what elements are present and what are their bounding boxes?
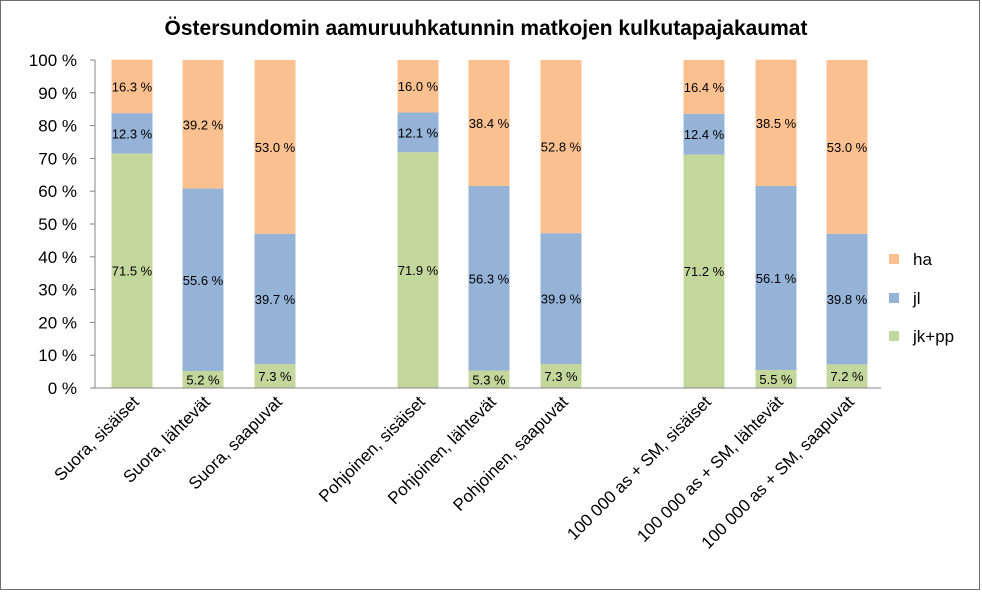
y-tick-label: 90 % [38,84,77,103]
data-label: 7.3 % [544,369,578,384]
x-category-label: 100 000 as + SM, saapuvat [698,392,858,552]
data-label: 71.2 % [684,264,725,279]
data-label: 55.6 % [183,273,224,288]
bar-segment-jl [683,113,725,155]
legend-label: jl [912,289,921,308]
data-label: 56.3 % [469,271,510,286]
y-tick-label: 50 % [38,215,77,234]
bar-segment-jkpp [397,152,439,388]
bar-segment-ha [111,59,153,114]
legend-label: ha [913,250,932,269]
data-label: 39.7 % [255,292,296,307]
data-label: 39.8 % [827,292,868,307]
y-tick-label: 40 % [38,248,77,267]
bar-segment-ha [468,60,510,186]
bar-segment-jkpp [111,153,153,388]
bar-segment-jkpp [683,154,725,388]
x-category-label: 100 000 as + SM, sisäiset [563,392,715,544]
data-label: 7.3 % [258,369,292,384]
bar-segment-ha [182,60,224,189]
x-category-label: 100 000 as + SM, lähtevät [633,392,787,546]
bar-segment-jl [111,113,153,154]
bar-segment-jkpp [540,364,582,388]
bar-segment-jl [254,233,296,365]
data-label: 56.1 % [756,271,797,286]
legend-label: jk+pp [912,327,954,346]
bar-segment-jl [397,112,439,153]
y-tick-label: 10 % [38,346,77,365]
data-label: 16.4 % [684,80,725,95]
data-label: 52.8 % [541,140,582,155]
bar-segment-jl [182,188,224,371]
chart-title: Östersundomin aamuruuhkatunnin matkojen … [164,17,808,40]
y-tick-label: 70 % [38,149,77,168]
bar-segment-jl [540,233,582,365]
data-label: 16.0 % [398,79,439,94]
bar-segment-jkpp [755,369,797,388]
bar-segment-jkpp [182,370,224,388]
bar-segment-ha [254,60,296,234]
data-label: 5.2 % [186,372,220,387]
data-label: 16.3 % [112,79,153,94]
data-label: 38.4 % [469,116,510,131]
y-tick-label: 20 % [38,313,77,332]
y-tick-label: 80 % [38,117,77,136]
data-label: 39.9 % [541,292,582,307]
legend-swatch-jkpp [889,331,899,341]
bar-segment-ha [826,60,868,234]
legend-swatch-ha [889,254,899,264]
data-label: 71.5 % [112,264,153,279]
bar-segment-ha [683,60,725,114]
y-tick-label: 30 % [38,281,77,300]
data-label: 39.2 % [183,117,224,132]
legend-swatch-jl [889,293,899,303]
bar-segment-jkpp [254,364,296,388]
data-label: 71.9 % [398,263,439,278]
bar-segment-jkpp [826,364,868,388]
y-tick-label: 0 % [48,379,77,398]
data-label: 53.0 % [255,140,296,155]
bar-segment-ha [397,60,439,113]
data-label: 12.1 % [398,125,439,140]
data-label: 7.2 % [830,369,864,384]
data-label: 53.0 % [827,140,868,155]
bar-segment-jkpp [468,370,510,388]
bar-segment-ha [755,59,797,186]
data-label: 12.3 % [112,126,153,141]
data-label: 5.3 % [472,372,506,387]
bar-segment-jl [755,185,797,370]
bar-segment-jl [826,233,868,365]
data-label: 38.5 % [756,116,797,131]
data-label: 5.5 % [759,372,793,387]
y-tick-label: 60 % [38,182,77,201]
bar-segment-jl [468,185,510,371]
bar-segment-ha [540,60,582,234]
y-tick-label: 100 % [29,51,77,70]
data-label: 12.4 % [684,127,725,142]
